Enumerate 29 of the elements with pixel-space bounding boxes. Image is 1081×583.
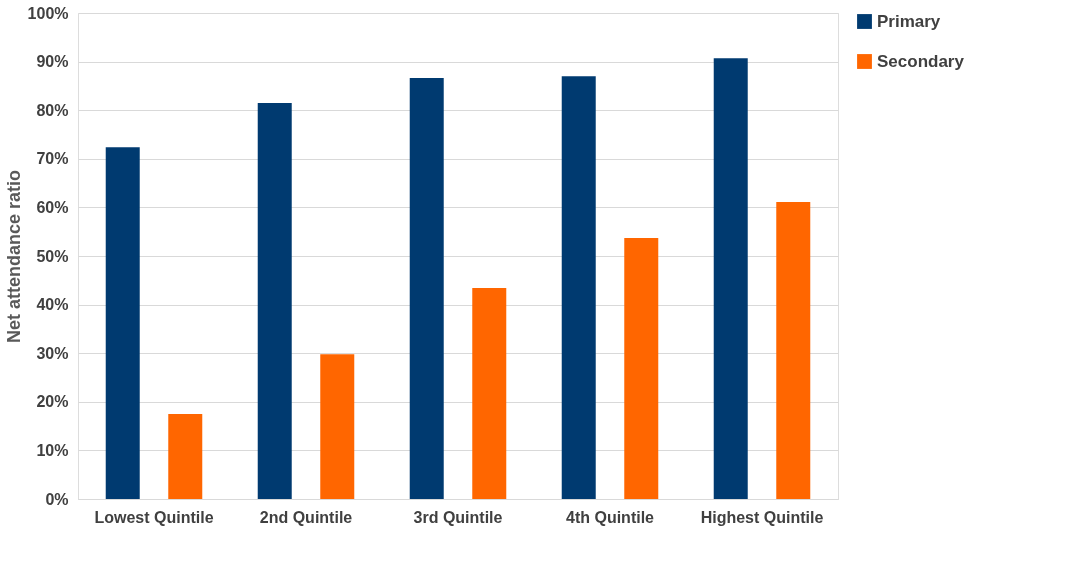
y-tick-label: 10% [36, 441, 69, 459]
legend-label: Primary [877, 11, 941, 31]
bar [561, 76, 596, 499]
bar [713, 58, 748, 499]
bar [472, 288, 507, 499]
y-tick-label: 40% [36, 296, 69, 314]
y-tick-label: 50% [36, 247, 69, 265]
y-tick-label: 60% [36, 198, 69, 216]
legend-label: Secondary [877, 51, 965, 71]
x-tick-label: 3rd Quintile [413, 508, 503, 526]
y-tick-label: 80% [36, 101, 69, 119]
bar [320, 354, 355, 499]
bar [257, 102, 292, 499]
bar [776, 202, 811, 499]
x-tick-label: 4th Quintile [566, 508, 655, 526]
bar [168, 413, 203, 499]
y-tick-label: 70% [36, 150, 69, 168]
x-tick-label: Lowest Quintile [94, 508, 214, 526]
x-tick-label: Highest Quintile [700, 508, 824, 526]
y-tick-label: 90% [36, 53, 69, 71]
y-tick-label: 20% [36, 393, 69, 411]
bar [105, 147, 140, 499]
bar [409, 78, 444, 499]
x-tick-label: 2nd Quintile [259, 508, 353, 526]
y-tick-label: 100% [27, 4, 69, 22]
y-tick-label: 30% [36, 344, 69, 362]
bar [624, 238, 659, 499]
y-tick-label: 0% [45, 490, 69, 508]
y-axis-title: Net attendance ratio [3, 169, 24, 344]
